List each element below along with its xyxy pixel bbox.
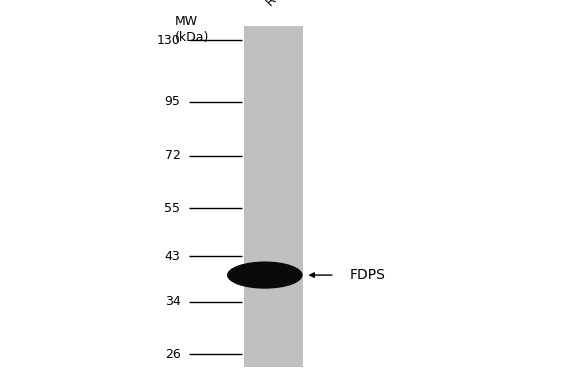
Text: 130: 130 [157,34,180,47]
Text: 26: 26 [165,348,180,361]
Text: MW
(kDa): MW (kDa) [175,15,209,44]
Text: 55: 55 [165,201,180,215]
Text: FDPS: FDPS [349,268,385,282]
Text: 34: 34 [165,295,180,308]
Text: Rat liver: Rat liver [264,0,311,9]
Text: 43: 43 [165,249,180,263]
Text: 95: 95 [165,95,180,108]
Bar [244,26,303,367]
Ellipse shape [227,262,303,289]
Text: 72: 72 [165,149,180,162]
